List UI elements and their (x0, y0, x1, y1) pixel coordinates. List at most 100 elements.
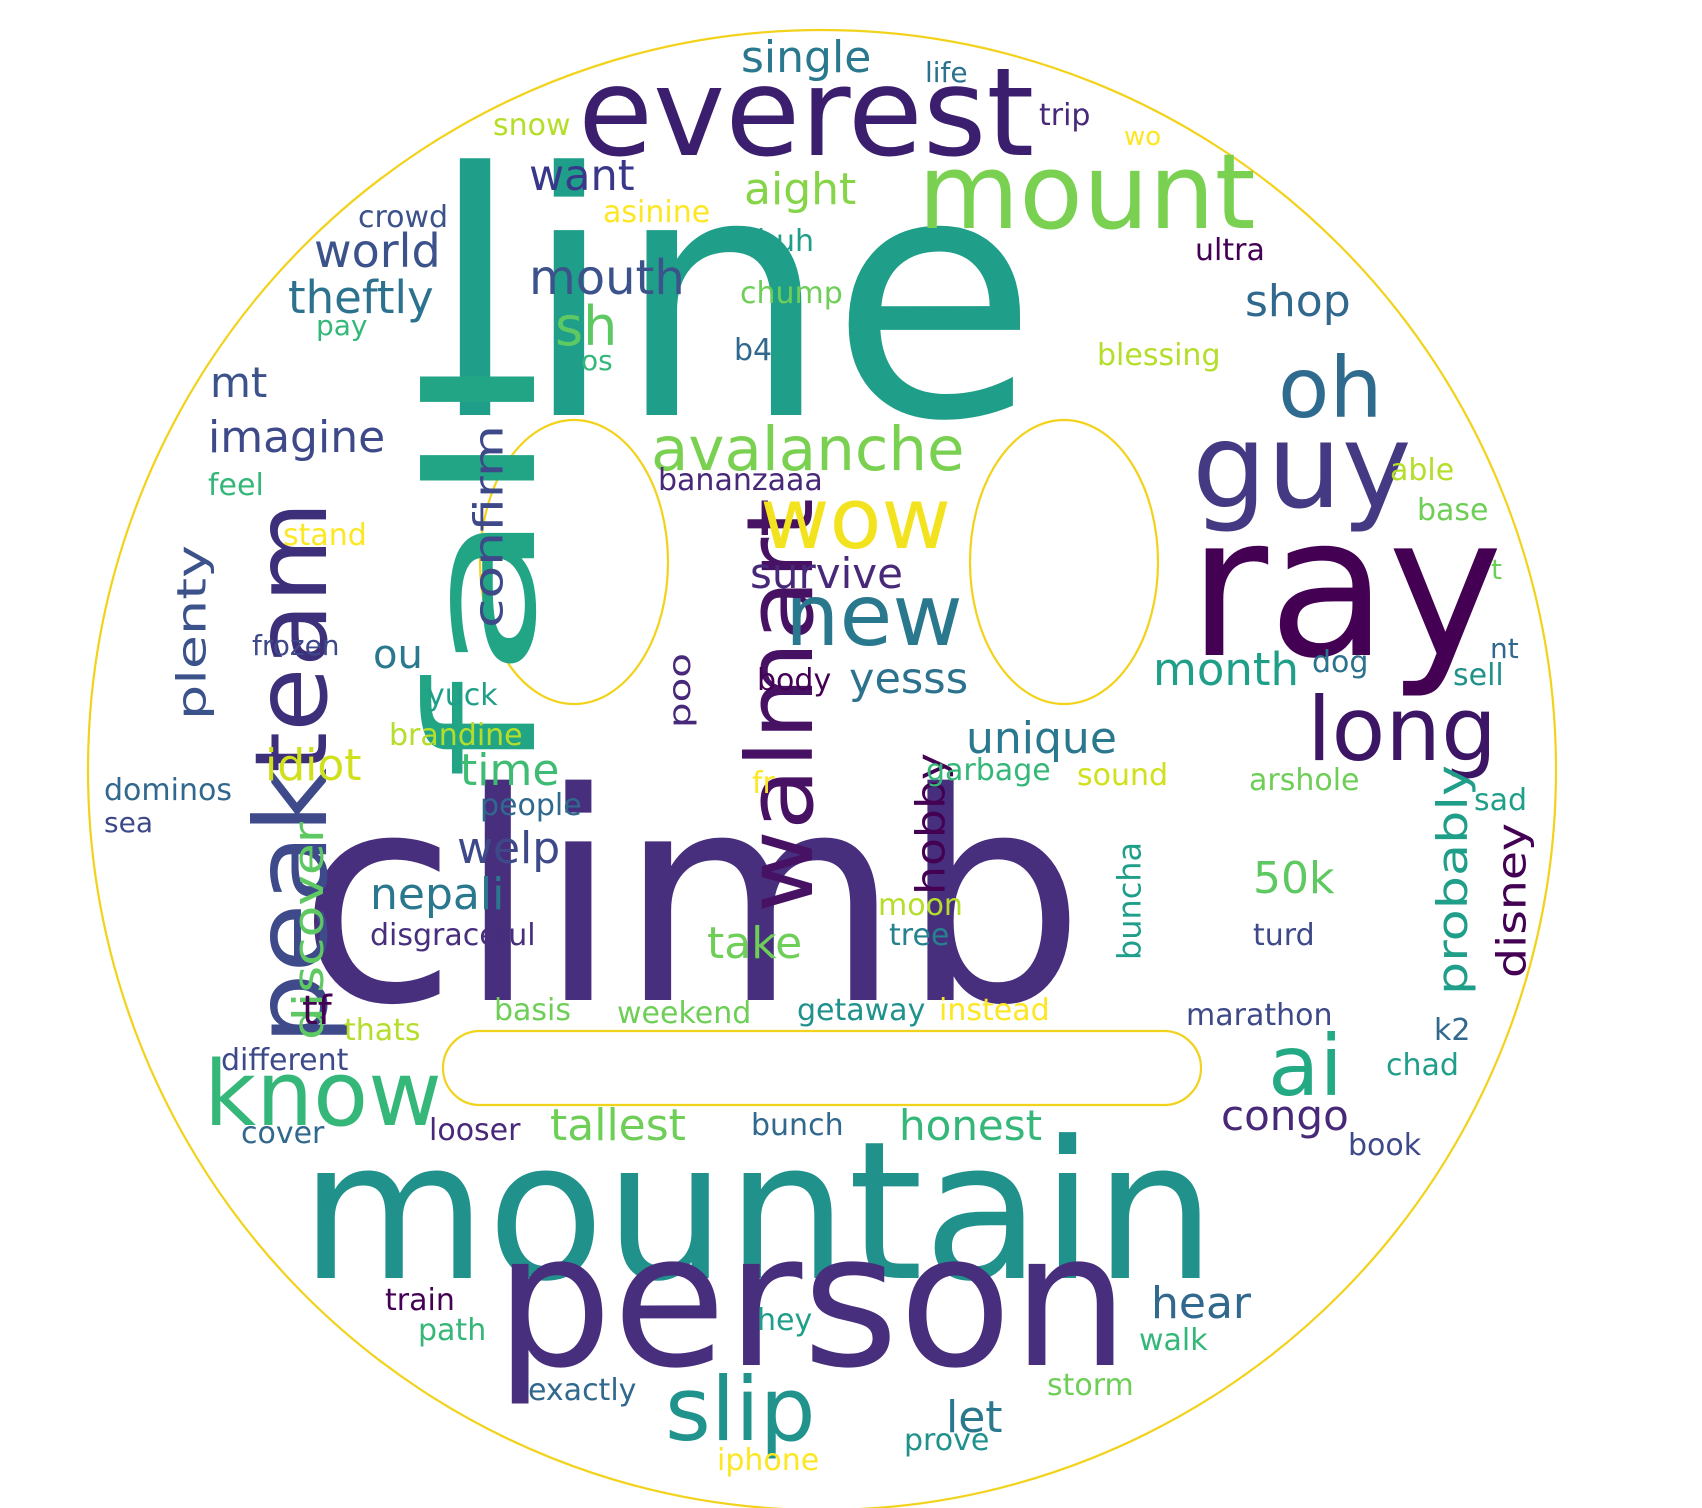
word-idiot: idiot (265, 740, 362, 791)
word-imagine: imagine (208, 412, 385, 463)
word-shop: shop (1245, 276, 1351, 327)
word-exactly: exactly (528, 1373, 636, 1408)
word-everest: everest (578, 42, 1034, 184)
word-nepali: nepali (370, 869, 504, 920)
word-sad: sad (1474, 783, 1527, 818)
word-yesss: yesss (849, 654, 968, 704)
word-bananzaaa: bananzaaa (658, 463, 823, 498)
word-sound: sound (1077, 758, 1168, 793)
mouth-outline (441, 1029, 1203, 1107)
word-moon: moon (878, 888, 963, 923)
word-brandine: brandine (389, 718, 523, 753)
word-weekend: weekend (617, 996, 751, 1031)
word-walk: walk (1139, 1323, 1208, 1358)
word-fr: fr (752, 766, 776, 801)
mask-outline-group (87, 29, 1557, 1508)
word-people: people (480, 788, 582, 823)
word-fall: fall (396, 350, 570, 780)
word-different: different (221, 1043, 349, 1078)
word-survive: survive (750, 549, 903, 598)
word-basis: basis (494, 993, 571, 1028)
word-mt: mt (210, 358, 267, 407)
word-looser: looser (429, 1113, 521, 1148)
word-sea: sea (104, 806, 153, 839)
word-nt: nt (1490, 632, 1519, 665)
word-peak: peak (233, 768, 350, 1045)
word-path: path (418, 1313, 486, 1348)
word-discover: discover (284, 821, 333, 1040)
word-month: month (1153, 643, 1299, 696)
word-single: single (741, 32, 871, 83)
word-tree: tree (889, 918, 949, 953)
word-train: train (385, 1283, 455, 1318)
word-ray: ray (1188, 474, 1503, 701)
word-pay: pay (316, 309, 368, 342)
word-marathon: marathon (1186, 998, 1332, 1033)
word-avalanche: avalanche (651, 414, 965, 485)
word-congo: congo (1221, 1091, 1349, 1140)
word-base: base (1417, 493, 1489, 528)
word-body: body (757, 663, 831, 698)
word-mountain: mountain (300, 1101, 1216, 1324)
word-arshole: arshole (1249, 763, 1360, 798)
word-turd: turd (1253, 918, 1315, 953)
word-honest: honest (899, 1101, 1042, 1150)
word-oh: oh (1278, 339, 1383, 437)
word-chump: chump (740, 276, 843, 311)
word-k2: k2 (1434, 1013, 1470, 1048)
word-disney: disney (1489, 823, 1535, 978)
word-iphone: iphone (717, 1443, 819, 1478)
word-os: os (581, 344, 613, 377)
word-dominos: dominos (104, 773, 232, 808)
word-unique: unique (966, 713, 1117, 764)
word-buncha: buncha (1110, 842, 1148, 960)
word-50k: 50k (1253, 853, 1335, 904)
word-disgraceful: disgraceful (370, 918, 536, 953)
word-asinine: asinine (603, 195, 710, 230)
word-sh: sh (555, 295, 617, 358)
word-able: able (1390, 453, 1454, 488)
word-b4: b4 (734, 333, 772, 368)
word-yuck: yuck (427, 678, 498, 713)
word-new: new (785, 566, 963, 666)
word-feel: feel (208, 468, 264, 503)
word-probably: probably (1428, 765, 1477, 995)
word-long: long (1307, 678, 1497, 781)
right-eye-outline (968, 418, 1160, 706)
word-hear: hear (1151, 1278, 1252, 1329)
word-theftly: theftly (288, 271, 434, 324)
word-confirm: confirm (466, 425, 512, 628)
word-book: book (1348, 1128, 1422, 1163)
word-plenty: plenty (169, 545, 215, 720)
word-trip: trip (1039, 98, 1090, 133)
word-life: life (925, 56, 968, 89)
word-chad: chad (1386, 1048, 1459, 1083)
word-hey: hey (757, 1303, 812, 1338)
left-eye-outline (478, 418, 670, 706)
word-walmart: walmart (727, 498, 834, 913)
word-want: want (529, 151, 635, 201)
word-time: time (460, 745, 559, 796)
word-person: person (495, 1193, 1129, 1409)
word-tf: tf (302, 988, 333, 1034)
word-let: let (946, 1392, 1003, 1443)
word-mount: mount (918, 131, 1256, 253)
word-tallest: tallest (550, 1100, 686, 1151)
word-stand: stand (283, 518, 367, 553)
word-crowd: crowd (358, 200, 448, 235)
word-instead: instead (939, 993, 1050, 1028)
word-frozen: frozen (252, 629, 340, 662)
face-outline (87, 29, 1557, 1508)
word-bunch: bunch (751, 1108, 844, 1143)
word-slip: slip (665, 1358, 816, 1461)
word-ultra: ultra (1195, 233, 1265, 268)
word-world: world (314, 224, 441, 278)
word-blessing: blessing (1097, 338, 1221, 373)
word-aight: aight (744, 164, 856, 215)
word-ai: ai (1268, 1017, 1343, 1115)
word-sell: sell (1453, 658, 1504, 693)
word-t: t (1491, 553, 1502, 586)
